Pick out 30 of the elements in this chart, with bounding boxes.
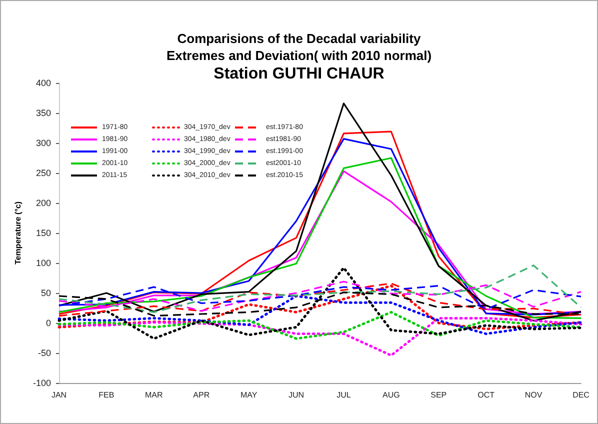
x-tick-label: FEB xyxy=(98,390,114,400)
x-tick-label: NOV xyxy=(524,390,543,400)
x-tick-label: DEC xyxy=(572,390,590,400)
x-tick-label: MAY xyxy=(240,390,258,400)
x-tick-label: JAN xyxy=(51,390,67,400)
x-tick-label: MAR xyxy=(145,390,164,400)
y-tick-label: 50 xyxy=(40,288,51,298)
y-tick-label: 350 xyxy=(36,108,51,118)
y-tick-label: 0 xyxy=(46,318,51,328)
y-tick-label: -100 xyxy=(32,378,51,388)
x-tick-label: AUG xyxy=(382,390,400,400)
y-tick-label: 150 xyxy=(36,228,51,238)
x-tick-label: JUN xyxy=(288,390,304,400)
x-tick-label: OCT xyxy=(478,390,495,400)
y-tick-label: 300 xyxy=(36,138,51,148)
y-tick-label: 100 xyxy=(36,258,51,268)
y-axis-title: Temperature (°c) xyxy=(14,201,23,265)
x-tick-label: SEP xyxy=(430,390,447,400)
y-tick-label: -50 xyxy=(38,348,51,358)
line-series xyxy=(58,316,582,357)
line-series xyxy=(58,310,582,340)
y-tick-label: 250 xyxy=(36,168,51,178)
chart-title: Comparisions of the Decadal variability Extremes and Deviation( with 2010 normal) xyxy=(166,31,432,63)
y-tick-label: 400 xyxy=(36,78,51,88)
x-tick-label: JUL xyxy=(336,390,352,400)
x-tick-label: APR xyxy=(193,390,210,400)
chart-subtitle: Station GUTHI CHAUR xyxy=(214,66,385,82)
line-series xyxy=(58,264,582,313)
line-series xyxy=(58,266,582,340)
y-tick-label: 200 xyxy=(36,198,51,208)
